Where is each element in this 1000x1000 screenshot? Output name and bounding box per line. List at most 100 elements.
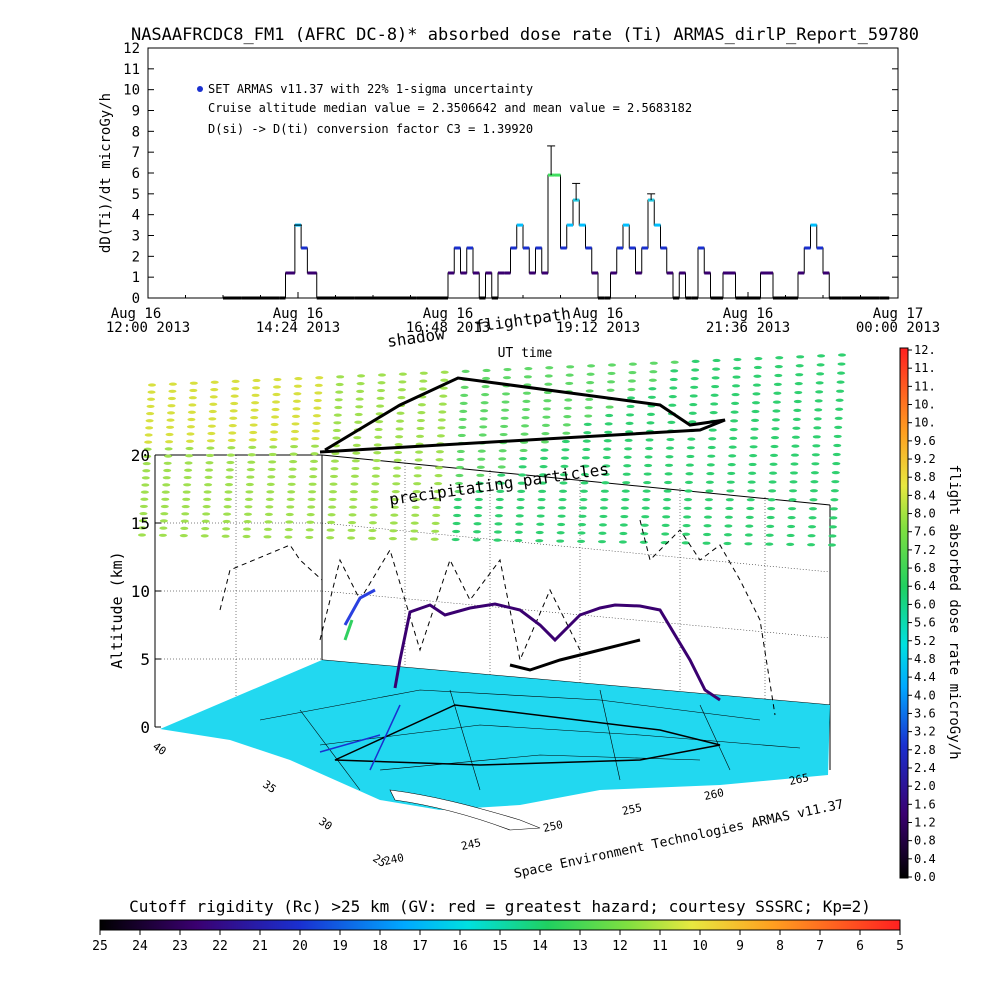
particle-dot — [648, 378, 657, 382]
particle-dot — [583, 422, 592, 426]
particle-dot — [832, 452, 841, 457]
legend-marker-dot — [197, 86, 203, 92]
rigidity-cb-tick-label: 23 — [172, 939, 188, 954]
particle-dot — [313, 406, 322, 410]
particle-dot — [452, 529, 461, 534]
x-tick-label-time: 14:24 2013 — [256, 320, 340, 336]
particle-dot — [372, 458, 381, 463]
particle-dot — [351, 466, 360, 471]
particle-dot — [708, 428, 717, 432]
particle-dot — [309, 467, 318, 471]
particle-dot — [203, 497, 212, 501]
particle-dot — [817, 354, 826, 358]
rigidity-cb-tick-label: 13 — [572, 939, 588, 954]
particle-dot — [455, 473, 464, 478]
particle-dot — [272, 385, 281, 389]
particle-dot — [245, 482, 254, 487]
dose-cb-tick-label: 2.8 — [914, 743, 936, 757]
particle-dot — [690, 385, 699, 389]
particle-dot — [751, 418, 760, 422]
particle-dot — [710, 393, 719, 397]
particle-dot — [374, 435, 383, 439]
particle-dot — [619, 523, 628, 527]
rigidity-cb-tick-label: 12 — [612, 939, 628, 954]
particle-dot — [807, 534, 816, 538]
particle-dot — [521, 424, 530, 428]
lon-tick-label: 255 — [621, 801, 643, 818]
particle-dot — [644, 455, 653, 459]
particle-dot — [393, 466, 402, 470]
particle-dot — [607, 380, 616, 384]
particle-dot — [138, 533, 146, 537]
particle-dot — [786, 542, 795, 546]
rigidity-cb-tick-label: 5 — [896, 939, 904, 954]
particle-dot — [478, 433, 487, 437]
particle-dot — [585, 397, 594, 401]
particle-dot — [164, 454, 173, 458]
particle-dot — [139, 511, 148, 516]
particle-dot — [328, 497, 337, 502]
particle-dot — [454, 497, 463, 502]
particle-dot — [501, 400, 510, 404]
particle-dot — [577, 539, 586, 543]
particle-dot — [565, 373, 574, 377]
particle-dot — [749, 445, 758, 449]
legend-text: SET ARMAS v11.37 with 22% 1-sigma uncert… — [208, 82, 533, 96]
particle-dot — [603, 439, 612, 443]
particle-dot — [474, 505, 483, 510]
particle-dot — [165, 440, 174, 444]
particle-dot — [356, 382, 365, 386]
particle-dot — [310, 444, 319, 448]
z-tick-label: 15 — [131, 514, 150, 533]
particle-dot — [181, 512, 190, 516]
particle-dot — [205, 453, 214, 458]
dose-cb-tick-label: 4.0 — [914, 688, 936, 702]
particle-dot — [205, 468, 214, 472]
particle-dot — [313, 398, 322, 403]
particle-dot — [831, 471, 840, 475]
particle-dot — [766, 515, 775, 520]
particle-dot — [138, 519, 147, 523]
particle-dot — [688, 420, 697, 424]
particle-dot — [189, 388, 198, 393]
particle-dot — [769, 471, 778, 475]
particle-dot — [437, 426, 446, 430]
particle-dot — [159, 526, 168, 530]
particle-dot — [618, 540, 627, 544]
particle-dot — [148, 383, 156, 387]
particle-dot — [227, 438, 236, 442]
particle-dot — [814, 399, 823, 403]
particle-dot — [369, 513, 378, 517]
particle-dot — [410, 529, 419, 533]
lat-tick-label: 30 — [316, 815, 334, 833]
particle-dot — [348, 513, 357, 517]
particle-dot — [250, 416, 259, 420]
particle-dot — [184, 468, 193, 472]
particle-dot — [498, 457, 507, 461]
particle-dot — [142, 469, 151, 473]
particle-dot — [623, 455, 632, 459]
particle-dot — [685, 463, 694, 467]
particle-dot — [202, 512, 211, 516]
particle-dot — [326, 528, 335, 532]
particle-dot — [649, 370, 658, 374]
particle-dot — [703, 524, 712, 528]
x-tick-label-day: Aug 16 — [423, 306, 474, 322]
particle-dot — [294, 377, 303, 381]
rigidity-cb-tick-label: 22 — [212, 939, 228, 954]
particle-dot — [608, 363, 616, 367]
particle-dot — [767, 506, 776, 511]
rigidity-cb-tick-label: 6 — [856, 939, 864, 954]
particle-dot — [816, 372, 825, 376]
particle-dot — [348, 520, 357, 525]
particle-dot — [394, 443, 403, 447]
dose-cb-tick-label: 7.2 — [914, 543, 936, 557]
particle-dot — [793, 408, 802, 413]
particle-dot — [161, 490, 170, 494]
particle-dot — [706, 463, 715, 467]
particle-dot — [835, 407, 844, 411]
lat-tick-label: 25 — [370, 852, 388, 870]
particle-dot — [729, 436, 738, 440]
particle-dot — [182, 497, 191, 501]
lat-tick-label: 40 — [150, 740, 168, 758]
